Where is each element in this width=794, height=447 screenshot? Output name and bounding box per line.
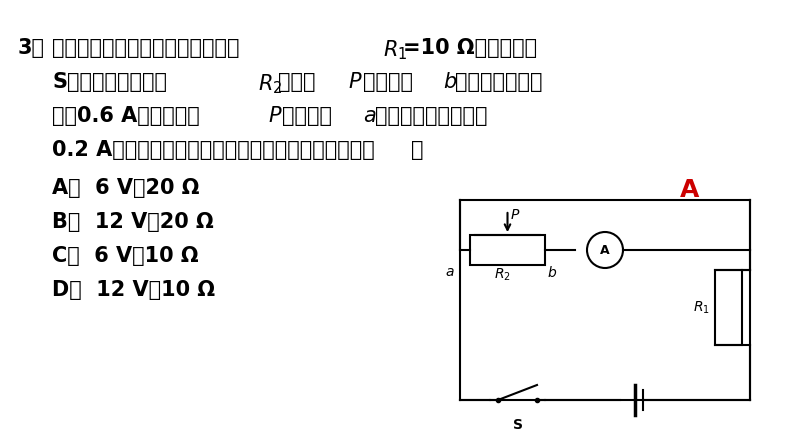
Text: $R_1$: $R_1$	[383, 38, 407, 62]
Text: $P$: $P$	[268, 106, 283, 126]
Text: B．  12 V、20 Ω: B． 12 V、20 Ω	[52, 212, 214, 232]
Circle shape	[587, 232, 623, 268]
Text: $b$: $b$	[547, 265, 557, 280]
Bar	[715, 270, 742, 345]
Text: 3．: 3．	[18, 38, 45, 58]
Text: 数为0.6 A；移动滑片: 数为0.6 A；移动滑片	[52, 106, 200, 126]
Text: $P$: $P$	[511, 208, 521, 222]
Text: $b$: $b$	[443, 72, 457, 92]
Text: 到最右端: 到最右端	[363, 72, 413, 92]
Text: A: A	[680, 178, 700, 202]
Text: 时，电流表的示: 时，电流表的示	[455, 72, 542, 92]
Text: A: A	[600, 244, 610, 257]
Text: A．  6 V、20 Ω: A． 6 V、20 Ω	[52, 178, 199, 198]
Bar	[470, 235, 545, 265]
Text: $P$: $P$	[348, 72, 363, 92]
Text: $a$: $a$	[445, 265, 455, 279]
Text: 下图电路中，电源电压保持不变，: 下图电路中，电源电压保持不变，	[52, 38, 240, 58]
Text: $R_2$: $R_2$	[494, 267, 511, 283]
Text: 0.2 A。则电源电压和滑动变阻器的最大阻值分别为（     ）: 0.2 A。则电源电压和滑动变阻器的最大阻值分别为（ ）	[52, 140, 423, 160]
Text: S: S	[512, 418, 522, 432]
Text: 的滑片: 的滑片	[278, 72, 315, 92]
Text: D．  12 V、10 Ω: D． 12 V、10 Ω	[52, 280, 215, 300]
Text: =10 Ω。闭合开关: =10 Ω。闭合开关	[403, 38, 537, 58]
Text: 时，电流表的示数为: 时，电流表的示数为	[375, 106, 488, 126]
Text: C．  6 V、10 Ω: C． 6 V、10 Ω	[52, 246, 198, 266]
Text: 到最左端: 到最左端	[282, 106, 332, 126]
Text: $a$: $a$	[363, 106, 376, 126]
Text: S，移动滑动变阻器: S，移动滑动变阻器	[52, 72, 167, 92]
Text: $R_2$: $R_2$	[258, 72, 283, 96]
Text: $R_1$: $R_1$	[693, 299, 710, 316]
